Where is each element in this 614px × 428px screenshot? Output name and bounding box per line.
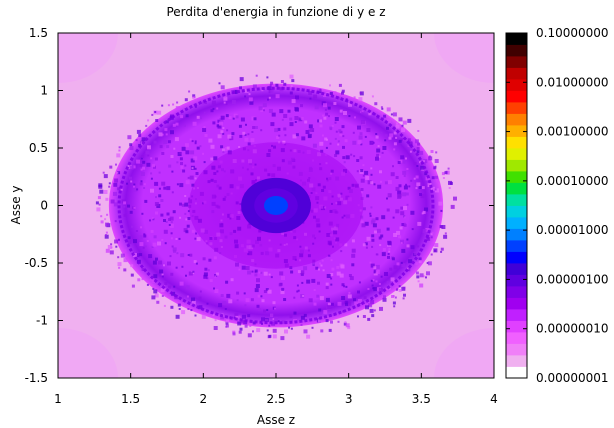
y-tick-label: 1 [40, 84, 48, 98]
colorbar-swatch [506, 33, 527, 45]
colorbar-swatch [506, 217, 527, 229]
colorbar-tick-label: 0.01000000 [536, 75, 609, 89]
colorbar-swatch [506, 286, 527, 298]
x-tick-label: 1 [54, 392, 62, 406]
x-tick-label: 2.5 [266, 392, 285, 406]
colorbar-swatch [506, 113, 527, 126]
colorbar-axis: 0.10000000 0.01000000 0.00100000 0.00010000… [506, 26, 609, 385]
chart-title: Perdita d'energia in funzione di y e z [166, 5, 385, 19]
x-tick-label: 3 [345, 392, 353, 406]
colorbar-swatch [506, 366, 527, 379]
colorbar-swatch [506, 263, 527, 275]
colorbar-tick-label: 0.00001000 [536, 223, 609, 237]
colorbar-swatch [506, 171, 527, 183]
colorbar-frame [505, 32, 528, 379]
colorbar-tick-label: 0.00000010 [536, 322, 609, 336]
colorbar-swatch [506, 240, 527, 252]
x-tick-label: 1.5 [121, 392, 140, 406]
colorbar-swatch [506, 56, 527, 68]
x-axis: 1 1.5 2 2.5 3 3.5 4 [54, 33, 498, 406]
y-tick-label: 1.5 [29, 26, 48, 40]
colorbar-swatch [506, 136, 527, 149]
colorbar-swatch [506, 148, 527, 160]
colorbar-swatch [506, 67, 527, 80]
x-tick-label: 4 [490, 392, 498, 406]
y-tick-label: -1.5 [25, 371, 48, 385]
colorbar-swatch [506, 102, 527, 114]
y-axis-label: Asse y [9, 185, 23, 224]
y-tick-label: 0 [40, 199, 48, 213]
colorbar-swatch [506, 343, 527, 356]
heatmap-corner-1 [434, 33, 494, 83]
colorbar-tick-label: 0.00100000 [536, 125, 609, 139]
y-tick-label: 0.5 [29, 141, 48, 155]
heatmap-speckle [95, 74, 457, 341]
colorbar-swatch [506, 332, 527, 344]
heatmap-corner-0 [58, 33, 118, 83]
x-tick-label: 2 [200, 392, 208, 406]
y-tick-label: -1 [36, 314, 48, 328]
plot-area [58, 33, 494, 378]
y-axis: 1.5 1 0.5 0 -0.5 -1 -1.5 [25, 26, 494, 385]
colorbar-swatch [506, 205, 527, 218]
colorbar-swatch [506, 297, 527, 310]
colorbar-swatch [506, 182, 527, 195]
colorbar-tick-label: 0.00000100 [536, 272, 609, 286]
colorbar-swatch [506, 320, 527, 333]
colorbar-swatch [506, 125, 527, 137]
y-tick-label: -0.5 [25, 256, 48, 270]
x-axis-label: Asse z [257, 413, 295, 427]
colorbar-swatch [506, 251, 527, 264]
colorbar-swatch [506, 79, 527, 91]
colorbar-tick-label: 0.00000001 [536, 371, 609, 385]
colorbar-swatch [506, 44, 527, 57]
colorbar-swatch [506, 194, 527, 206]
heatmap-corner-3 [434, 328, 494, 378]
colorbar-swatch [506, 274, 527, 287]
colorbar-swatch [506, 355, 527, 367]
heatmap-peak [268, 199, 284, 212]
colorbar-swatch [506, 90, 527, 103]
heatmap-corner-2 [58, 328, 118, 378]
colorbar-swatch [506, 159, 527, 172]
heatmap-ring [117, 86, 435, 325]
colorbar [505, 32, 528, 379]
colorbar-tick-label: 0.10000000 [536, 26, 609, 40]
colorbar-swatch [506, 309, 527, 321]
x-tick-label: 3.5 [412, 392, 431, 406]
colorbar-tick-label: 0.00010000 [536, 174, 609, 188]
colorbar-swatch [506, 228, 527, 241]
